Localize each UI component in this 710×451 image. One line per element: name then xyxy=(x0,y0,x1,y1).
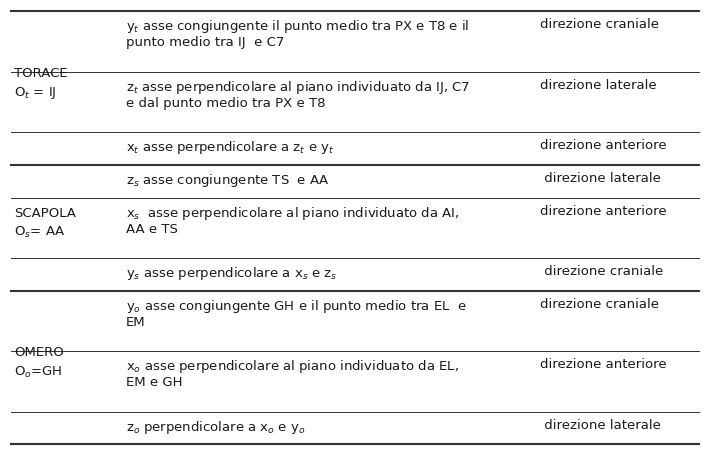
Text: direzione laterale: direzione laterale xyxy=(540,172,660,185)
Text: AA e TS: AA e TS xyxy=(126,223,178,236)
Text: direzione craniale: direzione craniale xyxy=(540,265,663,278)
Text: direzione craniale: direzione craniale xyxy=(540,298,659,311)
Text: x$_t$ asse perpendicolare a z$_t$ e y$_t$: x$_t$ asse perpendicolare a z$_t$ e y$_t… xyxy=(126,139,334,156)
Text: z$_s$ asse congiungente TS  e AA: z$_s$ asse congiungente TS e AA xyxy=(126,172,329,189)
Text: x$_o$ asse perpendicolare al piano individuato da EL,: x$_o$ asse perpendicolare al piano indiv… xyxy=(126,358,459,375)
Text: direzione anteriore: direzione anteriore xyxy=(540,205,666,218)
Text: O$_t$ = IJ: O$_t$ = IJ xyxy=(14,85,57,101)
Text: direzione laterale: direzione laterale xyxy=(540,419,660,432)
Text: y$_t$ asse congiungente il punto medio tra PX e T8 e il: y$_t$ asse congiungente il punto medio t… xyxy=(126,18,469,36)
Text: O$_o$=GH: O$_o$=GH xyxy=(14,365,62,380)
Text: EM e GH: EM e GH xyxy=(126,376,182,389)
Text: z$_t$ asse perpendicolare al piano individuato da IJ, C7: z$_t$ asse perpendicolare al piano indiv… xyxy=(126,79,470,96)
Text: direzione laterale: direzione laterale xyxy=(540,79,656,92)
Text: z$_o$ perpendicolare a x$_o$ e y$_o$: z$_o$ perpendicolare a x$_o$ e y$_o$ xyxy=(126,419,305,436)
Text: punto medio tra IJ  e C7: punto medio tra IJ e C7 xyxy=(126,37,284,50)
Text: direzione anteriore: direzione anteriore xyxy=(540,358,666,371)
Text: e dal punto medio tra PX e T8: e dal punto medio tra PX e T8 xyxy=(126,97,325,110)
Text: direzione anteriore: direzione anteriore xyxy=(540,139,666,152)
Text: SCAPOLA: SCAPOLA xyxy=(14,207,76,220)
Text: TORACE: TORACE xyxy=(14,67,68,80)
Text: O$_s$= AA: O$_s$= AA xyxy=(14,225,65,240)
Text: OMERO: OMERO xyxy=(14,346,64,359)
Text: x$_s$  asse perpendicolare al piano individuato da AI,: x$_s$ asse perpendicolare al piano indiv… xyxy=(126,205,459,222)
Text: y$_s$ asse perpendicolare a x$_s$ e z$_s$: y$_s$ asse perpendicolare a x$_s$ e z$_s… xyxy=(126,265,337,282)
Text: y$_o$ asse congiungente GH e il punto medio tra EL  e: y$_o$ asse congiungente GH e il punto me… xyxy=(126,298,466,315)
Text: direzione craniale: direzione craniale xyxy=(540,18,659,32)
Text: EM: EM xyxy=(126,316,146,329)
